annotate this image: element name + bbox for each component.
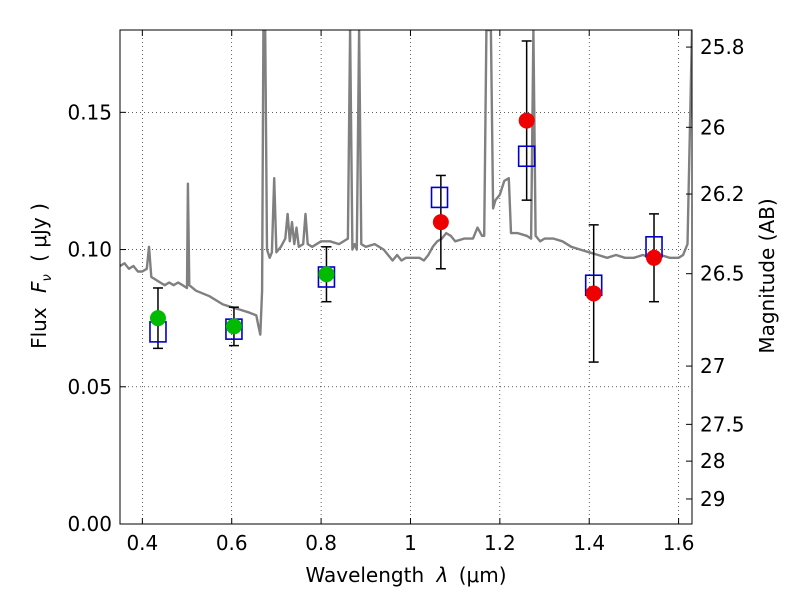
observed-point xyxy=(518,112,535,129)
x-tick-label: 1.6 xyxy=(663,531,695,555)
x-tick-label: 1 xyxy=(404,531,417,555)
spectrum xyxy=(120,30,692,336)
plot-frame xyxy=(119,29,693,525)
observed-point xyxy=(225,318,242,335)
axis-ticks: 0.4 0.6 0.8 1 1.2 1.4 1.6 0.00 0.05 0.10 0.15 25.8 2… xyxy=(67,30,745,555)
y-tick-label: 0.10 xyxy=(67,238,112,262)
spectrum-line xyxy=(120,30,692,336)
observed-point xyxy=(646,249,663,266)
data-points xyxy=(149,40,663,363)
x-axis-label: Wavelength λ (μm) xyxy=(305,563,506,587)
grid xyxy=(120,30,692,525)
y2-tick-label: 26.2 xyxy=(700,182,745,206)
y-tick-label: 0.15 xyxy=(67,100,112,124)
y2-tick-label: 26.5 xyxy=(700,262,745,286)
model-square xyxy=(430,186,449,209)
model-square xyxy=(517,145,536,168)
y2-tick-label: 28 xyxy=(700,449,725,473)
y-axis-label: Flux Fν ( μJy ) xyxy=(27,203,56,349)
y2-axis-label: Magnitude (AB) xyxy=(755,198,779,353)
observed-point xyxy=(585,285,602,302)
y-tick-label: 0.05 xyxy=(67,375,112,399)
observed-point xyxy=(149,310,166,327)
observed-point xyxy=(318,266,335,283)
x-tick-label: 0.4 xyxy=(126,531,158,555)
y-tick-label: 0.00 xyxy=(67,512,112,536)
y2-tick-label: 26 xyxy=(700,115,725,139)
y2-tick-label: 27 xyxy=(700,354,725,378)
observed-point xyxy=(432,214,449,231)
x-tick-label: 1.4 xyxy=(573,531,605,555)
y2-tick-label: 25.8 xyxy=(700,35,745,59)
y2-tick-label: 29 xyxy=(700,487,725,511)
x-tick-label: 1.2 xyxy=(484,531,516,555)
x-tick-label: 0.8 xyxy=(305,531,337,555)
x-tick-label: 0.6 xyxy=(216,531,248,555)
y2-tick-label: 27.5 xyxy=(700,412,745,436)
